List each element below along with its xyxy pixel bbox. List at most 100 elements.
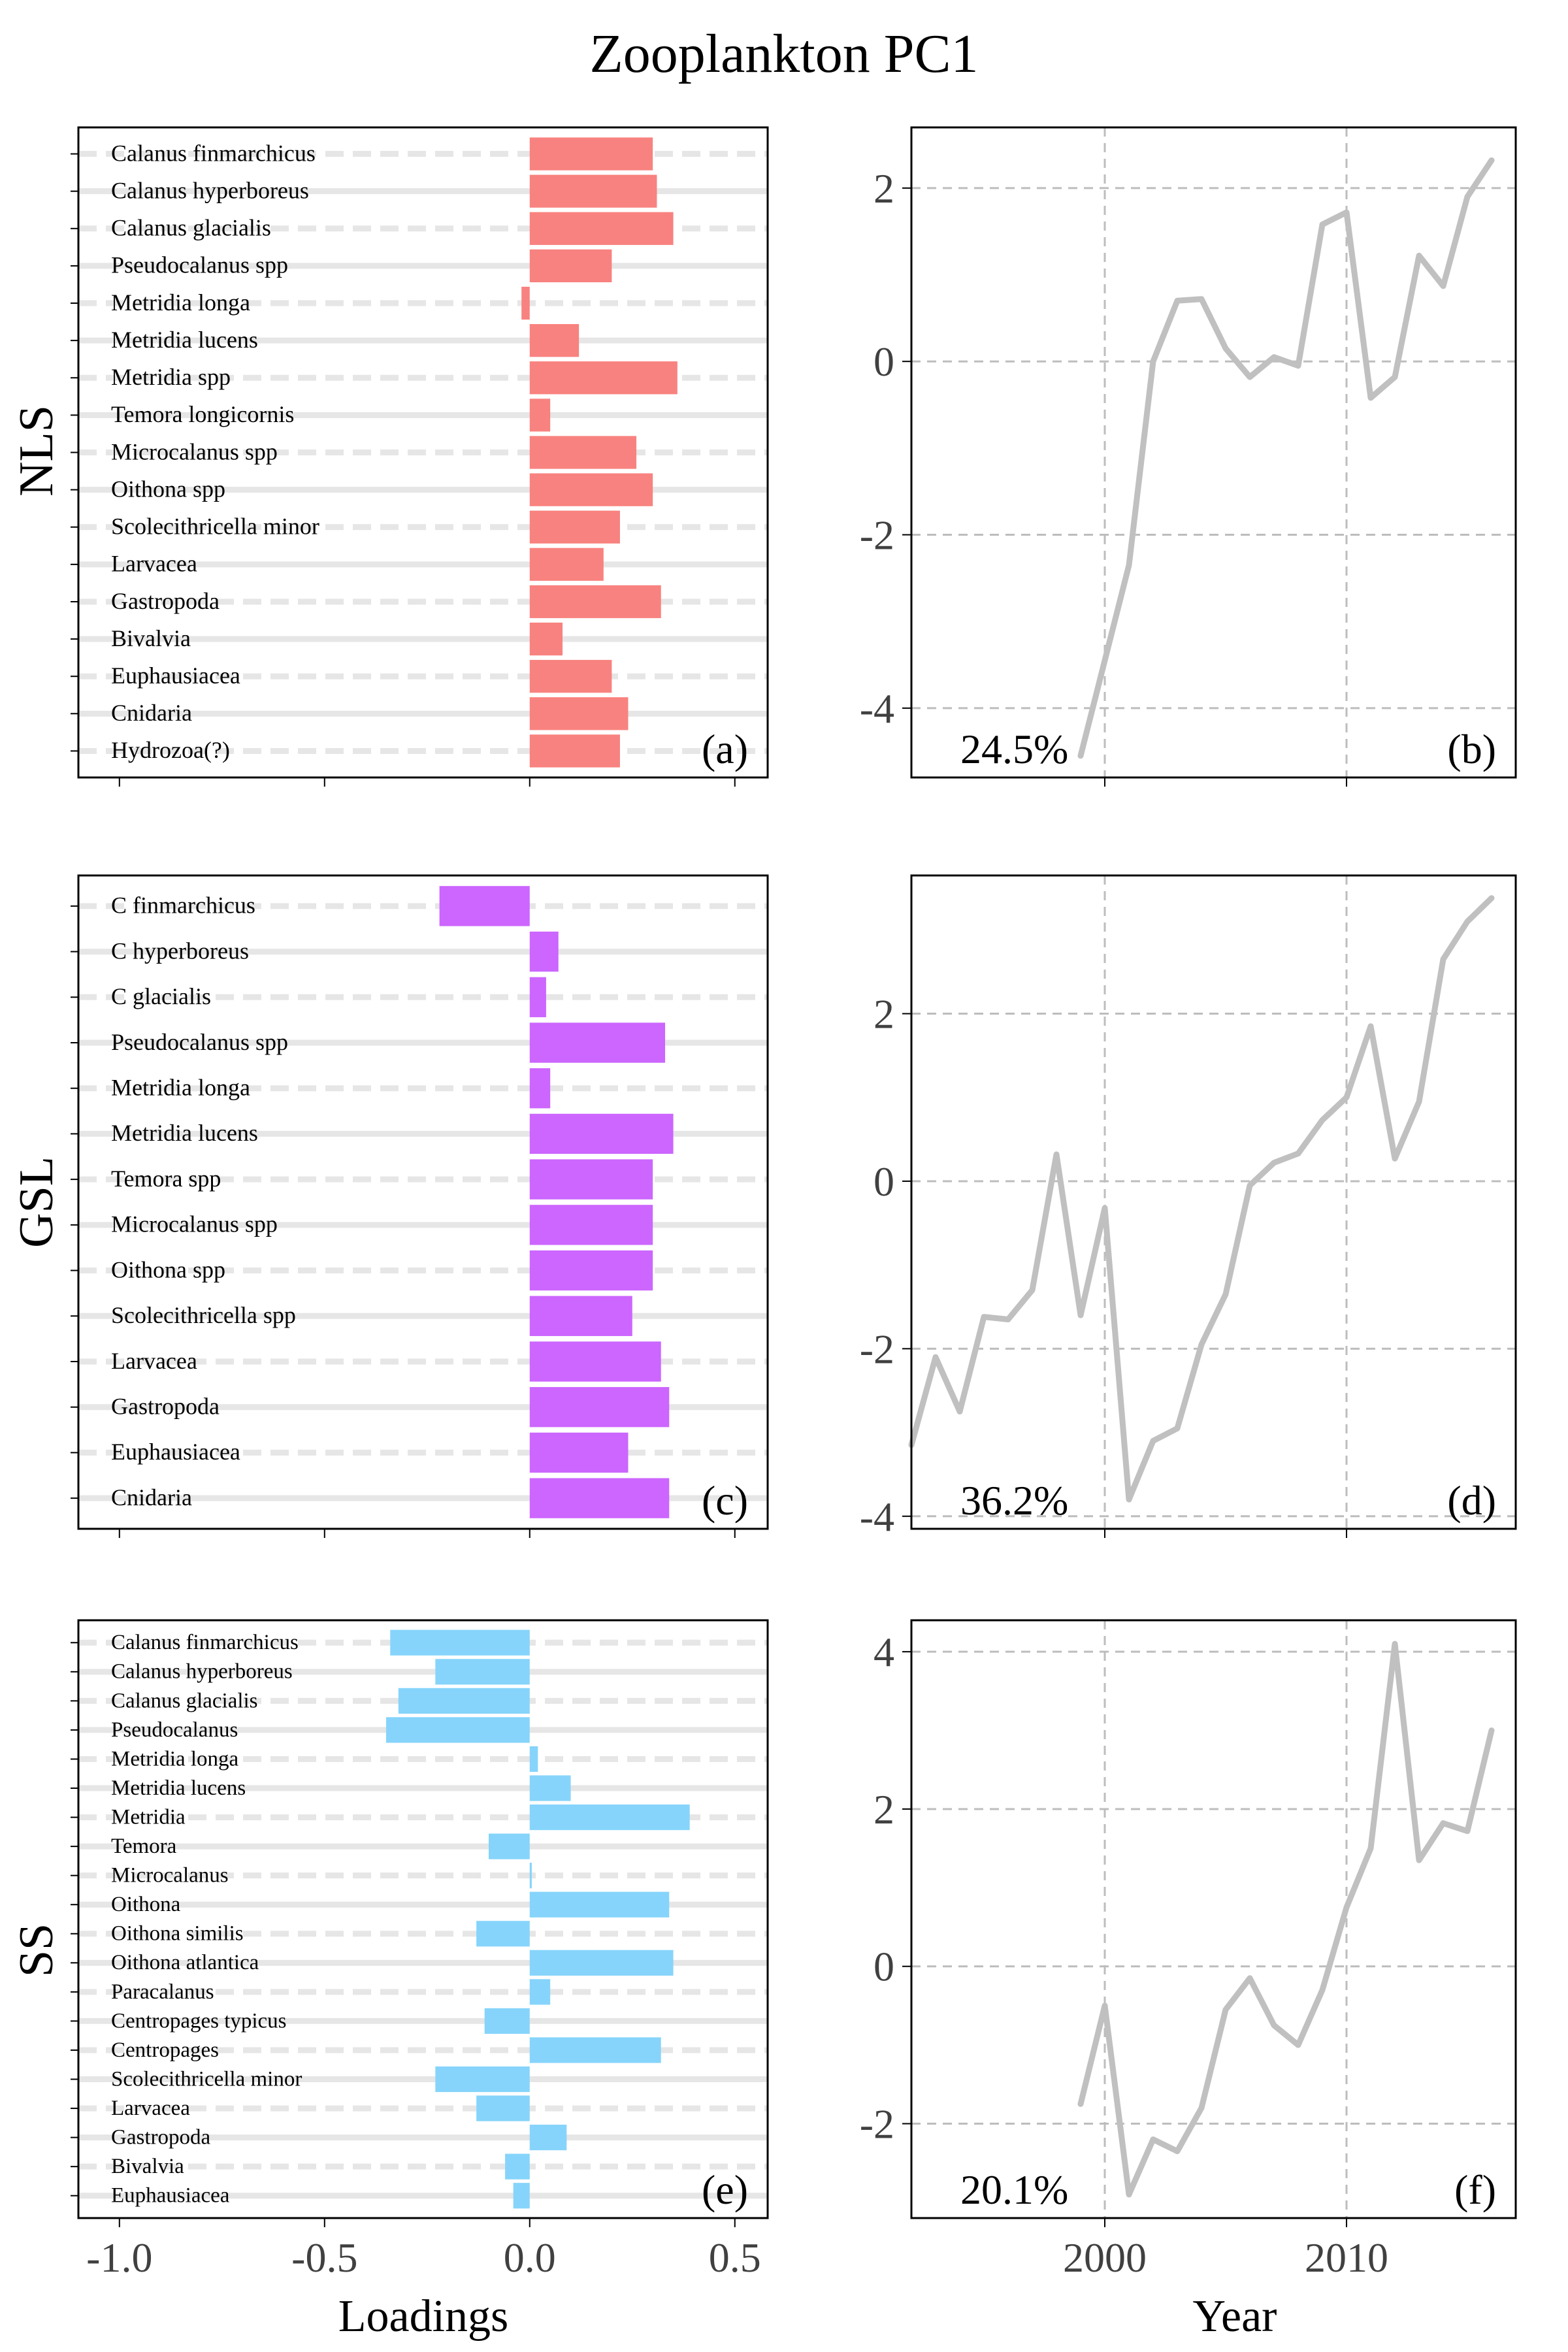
category-label: Bivalvia [111, 625, 191, 651]
category-label: Metridia lucens [111, 1776, 246, 1800]
category-label: Centropages [111, 2038, 219, 2062]
panel-letter: (b) [1447, 726, 1496, 772]
category-label: Larvacea [111, 1348, 197, 1374]
loading-bar [529, 399, 551, 432]
loading-bar [529, 1387, 670, 1428]
loading-bar [529, 1478, 670, 1518]
loading-bar [529, 436, 637, 469]
y-tick-label: 4 [874, 1629, 894, 1675]
loading-bar [529, 1205, 653, 1245]
loading-bar [529, 1863, 532, 1889]
loading-bar [529, 361, 678, 395]
category-label: Calanus hyperboreus [111, 1660, 293, 1684]
panel-border [77, 874, 769, 1530]
category-label: Gastropoda [111, 1394, 220, 1420]
loading-bar [439, 886, 530, 926]
loading-bar [505, 2153, 530, 2180]
category-label: Metridia [111, 1805, 186, 1829]
loading-bar [529, 1068, 551, 1109]
category-label: Oithona similis [111, 1922, 244, 1946]
loading-bar [435, 2066, 530, 2093]
loading-bar [476, 1921, 530, 1947]
category-label: Calanus finmarchicus [111, 1631, 299, 1654]
category-label: Metridia spp [111, 364, 231, 390]
panel-c-loadings: C finmarchicus C hyperboreus C glacialis Ps… [71, 874, 769, 1538]
panel-a-loadings: Calanus finmarchicus Calanus hyperboreus C… [71, 126, 769, 787]
category-label: Metridia lucens [111, 327, 258, 353]
category-label: C hyperboreus [111, 938, 249, 964]
category-label: Cnidaria [111, 1484, 192, 1511]
loading-bar [529, 1250, 653, 1291]
loading-bar [529, 510, 620, 544]
category-label: Cnidaria [111, 700, 192, 726]
category-label: Gastropoda [111, 588, 220, 614]
row-label-gsl: GSL [10, 1156, 63, 1248]
y-tick-label: -4 [860, 1494, 894, 1540]
variance-explained: 36.2% [960, 1477, 1068, 1524]
loading-bar [529, 977, 546, 1017]
loading-bar [529, 585, 661, 619]
loading-bar [529, 1113, 674, 1154]
loading-bar [513, 2183, 530, 2209]
loading-bar [529, 1432, 629, 1473]
loading-bar [398, 1688, 530, 1714]
category-label: Larvacea [111, 551, 197, 577]
panel-border [77, 1619, 769, 2219]
loading-bar [529, 1746, 538, 1772]
y-tick-label: 0 [874, 1158, 894, 1205]
loading-bar [529, 174, 657, 208]
category-label: Oithona spp [111, 1256, 225, 1282]
category-label: Oithona spp [111, 476, 225, 502]
y-tick-label: 2 [874, 991, 894, 1037]
loading-bar [529, 249, 612, 283]
loading-bar [529, 2125, 567, 2151]
y-tick-label: -2 [860, 2101, 894, 2148]
category-label: Centropages typicus [111, 2009, 287, 2033]
variance-explained: 20.1% [960, 2166, 1068, 2213]
category-label: Euphausiacea [111, 1439, 240, 1465]
category-label: Scolecithricella minor [111, 514, 319, 540]
category-label: Pseudocalanus spp [111, 1029, 288, 1055]
loading-bar [390, 1629, 530, 1656]
pc1-series-line [1077, 1641, 1495, 2198]
y-tick-label: 2 [874, 165, 894, 212]
y-tick-label: 0 [874, 1944, 894, 1990]
x-tick-label: -1.0 [86, 2234, 152, 2281]
y-tick-label: -2 [860, 1326, 894, 1372]
loading-bar [435, 1659, 530, 1685]
x-axis-label-loadings: Loadings [338, 2291, 509, 2342]
loading-bar [529, 660, 612, 693]
loading-bar [529, 931, 559, 972]
loading-bar [529, 1159, 653, 1200]
x-tick-label: 0.5 [709, 2234, 761, 2281]
loading-bar [529, 697, 629, 730]
panel-letter: (d) [1447, 1477, 1496, 1524]
loading-bar [529, 137, 653, 171]
category-label: Metridia lucens [111, 1120, 258, 1146]
loading-bar [529, 1804, 690, 1831]
category-label: Temora [111, 1835, 177, 1858]
category-label: Microcalanus [111, 1864, 229, 1887]
loading-bar [529, 212, 674, 245]
row-label-nls: NLS [10, 405, 63, 497]
loading-bar [488, 1833, 530, 1859]
category-label: Hydrozoa(?) [111, 737, 230, 763]
category-label: Temora spp [111, 1166, 221, 1192]
category-label: Euphausiacea [111, 2184, 230, 2208]
category-label: Oithona atlantica [111, 1951, 259, 1974]
category-label: Calanus hyperboreus [111, 177, 309, 203]
category-label: Calanus glacialis [111, 215, 271, 241]
panel-f-timeseries: -2 0 2 4 20.1% (f) [860, 1619, 1517, 2227]
x-tick-label: -0.5 [291, 2234, 357, 2281]
panel-border [910, 1619, 1517, 2219]
category-label: Euphausiacea [111, 662, 240, 689]
panel-border [77, 126, 769, 779]
category-label: Paracalanus [111, 1980, 214, 2004]
y-tick-label: -2 [860, 512, 894, 559]
category-label: Metridia longa [111, 1747, 239, 1771]
loading-bar [521, 286, 530, 320]
panel-e-loadings: Calanus finmarchicus Calanus hyperboreus C… [71, 1619, 769, 2227]
x-axis-loadings: -1.0 -0.5 0.0 0.5 [86, 2234, 761, 2281]
loading-bar [529, 1775, 571, 1801]
